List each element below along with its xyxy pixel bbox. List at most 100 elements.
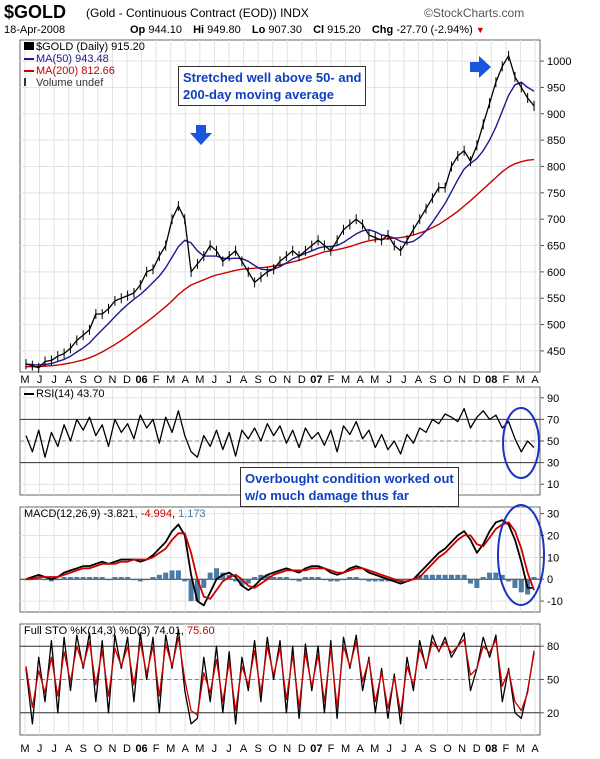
- histogram-bar: [48, 579, 54, 582]
- y-tick-label: 50: [547, 436, 559, 448]
- histogram-bar: [118, 577, 124, 580]
- histogram-bar: [296, 579, 302, 582]
- histogram-bar: [372, 579, 378, 582]
- x-tick-label: 07: [310, 374, 322, 386]
- y-tick-label: 20: [547, 708, 559, 720]
- rsi-panel: 10 30 50 70 90: [19, 386, 559, 496]
- histogram-bar: [423, 574, 429, 580]
- y-tick-label: 650: [547, 241, 565, 253]
- histogram-bar: [144, 579, 150, 581]
- y-tick-label: 750: [547, 188, 565, 200]
- x-tick-label: N: [283, 743, 291, 755]
- x-tick-label: J: [51, 374, 57, 386]
- histogram-bar: [309, 577, 315, 580]
- x-tick-label: A: [182, 374, 190, 386]
- histogram-bar: [220, 572, 226, 580]
- x-tick-label: O: [94, 374, 103, 386]
- change-label: Chg: [371, 24, 394, 36]
- histogram-bar: [125, 577, 131, 580]
- histogram-bar: [366, 579, 372, 582]
- histogram-bar: [61, 577, 67, 580]
- histogram-bar: [245, 579, 251, 584]
- x-axis-bottom: M J J A S O N D 06 F M A M J J A S O N D 07 F M A M J J A S O N D 08 F M A: [20, 743, 539, 755]
- histogram-bar: [334, 579, 340, 582]
- y-tick-label: 70: [547, 414, 559, 426]
- x-tick-label: D: [298, 374, 306, 386]
- x-tick-label: N: [108, 743, 116, 755]
- histogram-bar: [398, 579, 404, 582]
- histogram-bar: [93, 577, 99, 580]
- legend-ma200: MA(200) 812.66: [24, 65, 145, 77]
- macd-highlight-circle: [497, 504, 545, 606]
- x-tick-label: N: [458, 743, 466, 755]
- macd-panel: -10 0 10 20 30: [19, 506, 563, 613]
- histogram-bar: [29, 577, 35, 580]
- y-tick-label: 450: [547, 346, 565, 358]
- x-tick-label: O: [268, 374, 277, 386]
- chart-header-description: (Gold - Continuous Contract (EOD)) INDX: [86, 6, 309, 20]
- signal-line: [26, 521, 535, 600]
- right-arrow-icon: [470, 56, 491, 78]
- legend-swatch: [24, 58, 34, 61]
- histogram-bar: [302, 577, 308, 580]
- histogram-bar: [341, 579, 346, 581]
- x-tick-label: A: [240, 743, 248, 755]
- high-value: 949.80: [207, 24, 241, 36]
- rsi-line: [25, 407, 535, 458]
- x-tick-label: D: [123, 743, 131, 755]
- x-tick-label: A: [531, 374, 539, 386]
- volume-icon: [24, 78, 34, 86]
- histogram-bar: [258, 574, 264, 580]
- x-tick-label: A: [531, 743, 539, 755]
- x-tick-label: A: [65, 743, 73, 755]
- y-tick-label: 50: [547, 675, 559, 687]
- x-tick-label: J: [226, 374, 232, 386]
- x-tick-label: A: [415, 743, 423, 755]
- legend-gold: $GOLD (Daily) 915.20: [24, 41, 145, 53]
- histogram-bar: [347, 577, 353, 580]
- x-tick-label: M: [341, 743, 350, 755]
- y-tick-label: 90: [547, 393, 559, 405]
- x-tick-label: F: [153, 743, 160, 755]
- histogram-bar: [290, 579, 296, 581]
- legend-ma50: MA(50) 943.48: [24, 53, 145, 65]
- x-tick-label: F: [502, 374, 509, 386]
- y-tick-label: 600: [547, 267, 565, 279]
- y-tick-label: 30: [547, 458, 559, 470]
- histogram-bar: [353, 577, 359, 580]
- histogram-bar: [156, 574, 162, 580]
- x-tick-label: J: [387, 374, 393, 386]
- y-tick-label: 850: [547, 135, 565, 147]
- histogram-bar: [252, 577, 258, 580]
- y-tick-label: 500: [547, 320, 565, 332]
- histogram-bar: [518, 579, 524, 593]
- stockcharts-brand[interactable]: ©StockCharts.com: [424, 6, 525, 20]
- x-tick-label: A: [65, 374, 73, 386]
- histogram-bar: [455, 574, 461, 580]
- histogram-bar: [328, 579, 334, 582]
- quote-summary: Op 944.10 Hi 949.80 Lo 907.30 Cl 915.20 …: [130, 24, 485, 36]
- histogram-bar: [239, 579, 245, 586]
- histogram-bar: [429, 574, 435, 580]
- x-tick-label: 06: [135, 743, 147, 755]
- x-tick-label: N: [108, 374, 116, 386]
- open-value: 944.10: [148, 24, 182, 36]
- legend-volume: Volume undef: [24, 77, 145, 89]
- x-tick-label: M: [516, 743, 525, 755]
- price-panel: 450 500 550 600 650 700 750 800 850 900 950 1000: [19, 39, 571, 373]
- x-tick-label: S: [254, 743, 261, 755]
- y-tick-label: 80: [547, 641, 559, 653]
- low-value: 907.30: [268, 24, 303, 36]
- x-tick-label: D: [123, 374, 131, 386]
- x-tick-label: O: [443, 743, 452, 755]
- x-tick-label: J: [401, 743, 407, 755]
- y-tick-label: 0: [547, 574, 553, 586]
- x-tick-label: A: [182, 743, 190, 755]
- histogram-bar: [42, 579, 48, 581]
- x-tick-label: O: [443, 374, 452, 386]
- x-tick-label: F: [502, 743, 509, 755]
- x-tick-label: M: [20, 374, 29, 386]
- x-tick-label: O: [94, 743, 103, 755]
- y-tick-label: 30: [547, 509, 559, 521]
